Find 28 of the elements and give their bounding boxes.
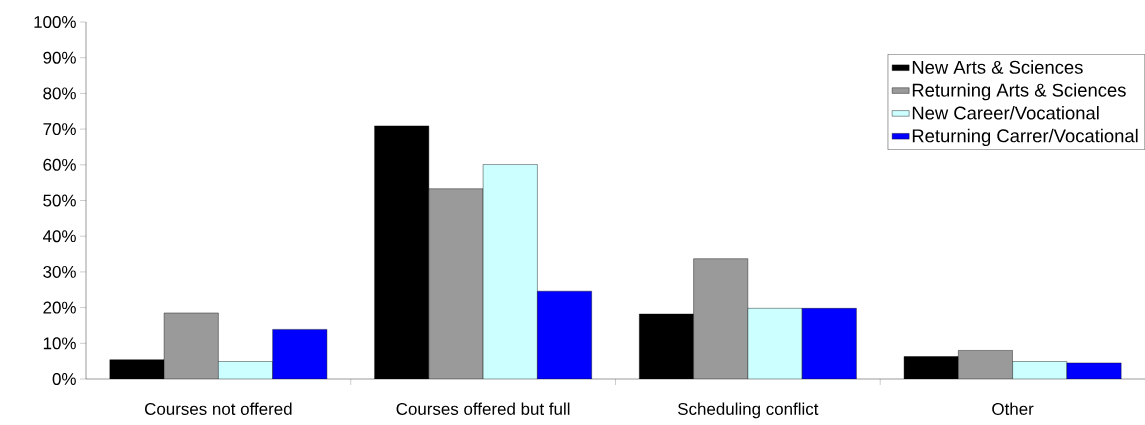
y-tick-label: 50% (43, 194, 76, 207)
y-tick-label: 70% (43, 123, 76, 136)
legend-label: Returning Arts & Sciences (912, 83, 1126, 101)
y-tick-label: 100% (34, 16, 76, 28)
bar (428, 188, 484, 379)
y-tick-label: 90% (43, 51, 76, 64)
bar (693, 258, 748, 379)
bar (958, 350, 1013, 379)
x-tick-label: Other (992, 402, 1034, 415)
bar (483, 164, 538, 379)
legend-label: New Career/Vocational (912, 105, 1099, 120)
y-tick-label: 0% (52, 373, 76, 385)
y-tick-label: 60% (43, 158, 76, 171)
x-tick-label: Courses not offered (145, 402, 292, 415)
x-tick-label: Courses offered but full (396, 402, 570, 415)
bar (164, 312, 219, 379)
bar (802, 308, 857, 379)
legend-label: New Arts & Sciences (912, 60, 1083, 74)
bar (747, 308, 803, 379)
x-tick-label: Scheduling conflict (678, 402, 819, 419)
y-tick-label: 80% (43, 87, 76, 100)
bar (272, 329, 327, 379)
y-tick-label: 40% (42, 230, 76, 243)
bar (537, 291, 592, 379)
y-tick-label: 20% (43, 301, 76, 314)
legend-label: Returning Carrer/Vocational (912, 128, 1138, 147)
y-tick-label: 30% (43, 265, 76, 278)
y-tick-label: 10% (43, 337, 76, 350)
